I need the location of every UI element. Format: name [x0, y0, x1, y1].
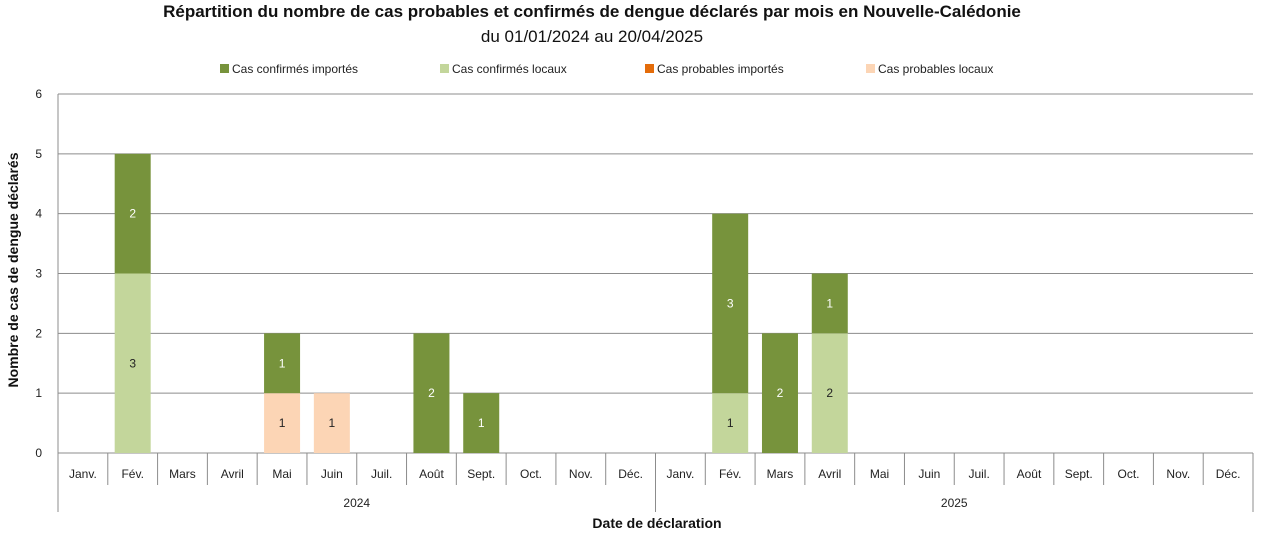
data-label: 1 — [279, 356, 286, 370]
data-label: 3 — [129, 356, 136, 370]
bar-segment — [313, 393, 350, 453]
x-tick-label: Nov. — [569, 467, 593, 481]
legend-label: Cas probables importés — [657, 62, 784, 76]
y-tick-label: 3 — [35, 267, 42, 281]
bar-segment — [712, 213, 749, 394]
chart-title: Répartition du nombre de cas probables e… — [163, 2, 1021, 21]
data-label: 1 — [727, 416, 734, 430]
x-tick-label: Juil. — [371, 467, 392, 481]
x-tick-label: Juin — [321, 467, 343, 481]
legend-label: Cas confirmés locaux — [452, 62, 567, 76]
x-tick-label: Sept. — [1065, 467, 1093, 481]
legend-label: Cas confirmés importés — [232, 62, 358, 76]
data-label: 1 — [478, 416, 485, 430]
x-tick-label: Sept. — [467, 467, 495, 481]
data-label: 1 — [826, 296, 833, 310]
data-label: 1 — [329, 416, 336, 430]
x-tick-label: Fév. — [121, 467, 143, 481]
x-tick-label: Janv. — [69, 467, 97, 481]
x-tick-label: Juil. — [968, 467, 989, 481]
x-tick-label: Mai — [870, 467, 889, 481]
x-tick-label: Avril — [221, 467, 244, 481]
y-tick-label: 2 — [35, 326, 42, 340]
chart-subtitle: du 01/01/2024 au 20/04/2025 — [480, 27, 704, 46]
x-group-label: 2025 — [941, 496, 968, 510]
x-tick-label: Fév. — [719, 467, 741, 481]
bar-segment — [114, 153, 151, 274]
x-tick-label: Août — [419, 467, 444, 481]
y-tick-label: 0 — [35, 446, 42, 460]
legend-swatch — [866, 64, 875, 73]
x-group-label: 2024 — [343, 496, 370, 510]
bar-segment — [811, 273, 848, 334]
bar-segment — [712, 393, 749, 453]
x-tick-label: Avril — [818, 467, 841, 481]
bar-segment — [114, 273, 151, 453]
x-tick-label: Janv. — [666, 467, 694, 481]
data-label: 3 — [727, 296, 734, 310]
x-tick-label: Nov. — [1166, 467, 1190, 481]
y-tick-label: 6 — [35, 87, 42, 101]
x-tick-label: Oct. — [1118, 467, 1140, 481]
x-axis-title: Date de déclaration — [592, 515, 721, 531]
bar-segment — [413, 333, 450, 453]
bar-segment — [761, 333, 798, 453]
legend-swatch — [440, 64, 449, 73]
x-tick-label: Août — [1017, 467, 1042, 481]
bar-segment — [811, 333, 848, 453]
bar-segment — [264, 393, 301, 453]
y-tick-label: 1 — [35, 386, 42, 400]
data-label: 1 — [279, 416, 286, 430]
x-tick-label: Déc. — [618, 467, 643, 481]
legend-swatch — [220, 64, 229, 73]
y-tick-label: 4 — [35, 207, 42, 221]
legend-label: Cas probables locaux — [878, 62, 993, 76]
y-tick-label: 5 — [35, 147, 42, 161]
x-tick-label: Mars — [169, 467, 196, 481]
data-label: 2 — [428, 386, 435, 400]
x-tick-label: Déc. — [1216, 467, 1241, 481]
x-tick-label: Mars — [767, 467, 794, 481]
x-tick-label: Juin — [918, 467, 940, 481]
data-label: 2 — [826, 386, 833, 400]
legend-swatch — [645, 64, 654, 73]
bar-segment — [463, 393, 500, 453]
x-tick-label: Oct. — [520, 467, 542, 481]
bar-segment — [264, 333, 301, 394]
data-label: 2 — [129, 207, 136, 221]
data-label: 2 — [777, 386, 784, 400]
x-tick-label: Mai — [272, 467, 291, 481]
y-axis-title: Nombre de cas de dengue déclarés — [5, 152, 21, 387]
